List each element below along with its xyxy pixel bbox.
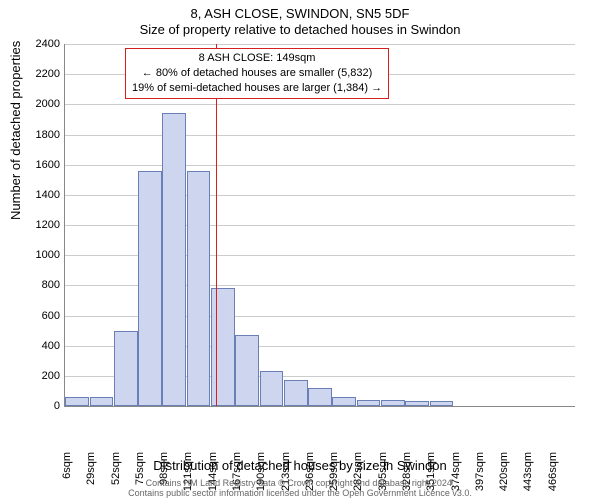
- y-tick-label: 2000: [26, 98, 60, 110]
- plot-area: 6sqm29sqm52sqm75sqm98sqm121sqm144sqm167s…: [64, 44, 575, 407]
- bar: [65, 397, 89, 406]
- bar: [357, 400, 381, 406]
- y-tick-label: 400: [26, 340, 60, 352]
- grid-line: [65, 104, 575, 105]
- info-line-1: 8 ASH CLOSE: 149sqm: [132, 51, 382, 66]
- y-tick-label: 200: [26, 370, 60, 382]
- footer: Contains HM Land Registry data © Crown c…: [0, 478, 600, 499]
- bar: [90, 397, 114, 406]
- y-tick-label: 1800: [26, 129, 60, 141]
- y-tick-label: 600: [26, 310, 60, 322]
- bar: [114, 331, 138, 406]
- bar: [381, 400, 405, 406]
- x-axis-label: Distribution of detached houses by size …: [0, 458, 600, 473]
- info-line-3: 19% of semi-detached houses are larger (…: [132, 81, 382, 96]
- y-tick-label: 0: [26, 400, 60, 412]
- bar: [260, 371, 284, 406]
- grid-line: [65, 44, 575, 45]
- y-tick-label: 1200: [26, 219, 60, 231]
- y-tick-label: 2200: [26, 68, 60, 80]
- chart-subtitle: Size of property relative to detached ho…: [0, 21, 600, 37]
- bar: [284, 380, 308, 406]
- info-line-2: ← 80% of detached houses are smaller (5,…: [132, 66, 382, 81]
- footer-line-1: Contains HM Land Registry data © Crown c…: [0, 478, 600, 488]
- grid-line: [65, 165, 575, 166]
- y-tick-label: 2400: [26, 38, 60, 50]
- bar: [430, 401, 454, 406]
- y-axis-label: Number of detached properties: [8, 41, 23, 220]
- bar: [211, 288, 235, 406]
- bar: [162, 113, 186, 406]
- grid-line: [65, 135, 575, 136]
- y-tick-label: 1400: [26, 189, 60, 201]
- chart-container: 8, ASH CLOSE, SWINDON, SN5 5DF Size of p…: [0, 0, 600, 500]
- info-box: 8 ASH CLOSE: 149sqm ← 80% of detached ho…: [125, 48, 389, 99]
- bar: [308, 388, 332, 406]
- bar: [235, 335, 259, 406]
- bar: [138, 171, 162, 406]
- y-tick-label: 800: [26, 279, 60, 291]
- y-tick-label: 1000: [26, 249, 60, 261]
- bar: [332, 397, 356, 406]
- y-tick-label: 1600: [26, 159, 60, 171]
- bar: [405, 401, 429, 406]
- footer-line-2: Contains public sector information licen…: [0, 488, 600, 498]
- bar: [187, 171, 211, 406]
- chart-title: 8, ASH CLOSE, SWINDON, SN5 5DF: [0, 0, 600, 21]
